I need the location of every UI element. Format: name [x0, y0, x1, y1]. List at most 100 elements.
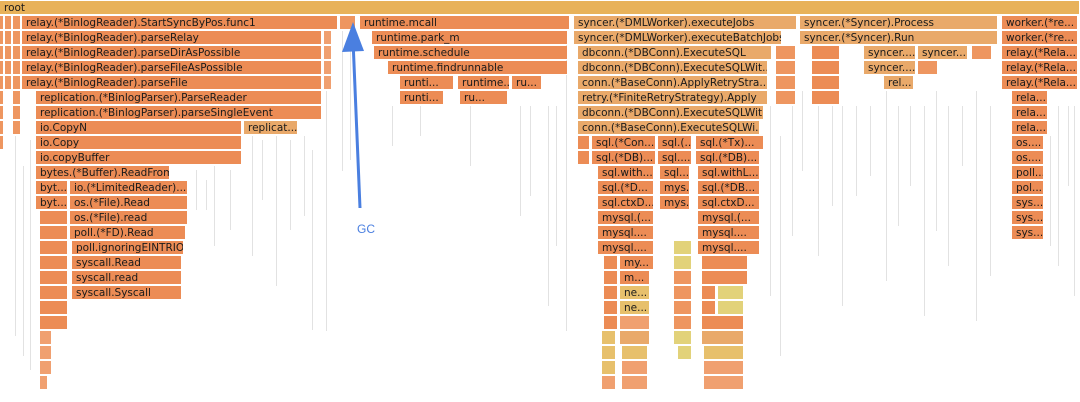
flame-frame[interactable]: poll...	[1012, 166, 1044, 180]
flame-frame[interactable]: mysql....	[698, 226, 760, 240]
flame-frame[interactable]: worker.(*re...	[1002, 16, 1078, 30]
flame-frame[interactable]: m...	[620, 271, 650, 285]
flame-frame[interactable]: sql.(*Con...	[592, 136, 656, 150]
flame-frame[interactable]	[604, 256, 618, 270]
flame-frame[interactable]: sql.ctxD...	[598, 196, 654, 210]
flame-frame[interactable]: ne...	[620, 286, 650, 300]
flame-frame[interactable]: syncer.(*Syncer).Run	[800, 31, 998, 45]
flame-frame[interactable]	[0, 106, 4, 120]
flame-frame[interactable]: worker.(*re...	[1002, 31, 1078, 45]
flame-frame[interactable]	[40, 271, 68, 285]
flame-frame[interactable]: bytes.(*Buffer).ReadFrom	[36, 166, 170, 180]
flame-frame[interactable]	[324, 76, 332, 90]
flame-frame[interactable]	[702, 301, 716, 315]
flame-frame[interactable]	[13, 61, 21, 75]
flame-frame[interactable]: io.copyBuffer	[36, 151, 242, 165]
flame-frame[interactable]: my...	[620, 256, 654, 270]
flame-frame[interactable]	[718, 301, 744, 315]
flame-frame[interactable]	[40, 211, 68, 225]
flame-frame[interactable]	[40, 316, 68, 330]
flame-frame[interactable]: sys...	[1012, 226, 1044, 240]
flame-frame[interactable]	[0, 121, 4, 135]
flame-frame[interactable]	[604, 316, 618, 330]
flame-frame[interactable]: syscall.read	[72, 271, 182, 285]
flame-frame[interactable]	[622, 346, 648, 360]
flame-frame[interactable]	[13, 76, 21, 90]
flame-frame[interactable]: io.Copy	[36, 136, 242, 150]
flame-frame[interactable]	[0, 61, 4, 75]
flame-frame[interactable]	[578, 136, 590, 150]
flame-frame[interactable]	[674, 301, 692, 315]
flame-frame[interactable]: dbconn.(*DBConn).ExecuteSQLWit...	[578, 106, 764, 120]
flame-frame[interactable]	[40, 241, 68, 255]
flame-frame[interactable]: replication.(*BinlogParser).parseSingleE…	[36, 106, 322, 120]
flame-frame[interactable]: runti...	[400, 76, 454, 90]
flame-frame[interactable]: poll.(*FD).Read	[70, 226, 186, 240]
flame-frame[interactable]	[13, 16, 21, 30]
flame-frame[interactable]	[0, 76, 4, 90]
flame-frame[interactable]	[674, 331, 692, 345]
flame-frame[interactable]: rela...	[1012, 91, 1048, 105]
flame-frame[interactable]	[13, 46, 21, 60]
flame-frame[interactable]	[812, 46, 840, 60]
flame-frame[interactable]	[0, 16, 4, 30]
flame-frame[interactable]: relay.(*BinlogReader).parseFile	[22, 76, 322, 90]
flame-frame[interactable]	[13, 31, 21, 45]
flame-frame[interactable]: dbconn.(*DBConn).ExecuteSQLWit...	[578, 61, 768, 75]
flame-frame[interactable]: sql.with...	[598, 166, 654, 180]
flame-frame[interactable]: syscall.Read	[72, 256, 182, 270]
flame-frame[interactable]	[674, 256, 692, 270]
flame-frame[interactable]: rela...	[1012, 121, 1048, 135]
flame-frame[interactable]: relay.(*BinlogReader).StartSyncByPos.fun…	[22, 16, 338, 30]
root-frame[interactable]: root	[0, 1, 1080, 15]
flame-frame[interactable]	[674, 316, 692, 330]
flame-frame[interactable]	[704, 376, 744, 390]
flame-frame[interactable]: mysql....	[598, 241, 654, 255]
flame-frame[interactable]: relay.(*Rela...	[1002, 46, 1078, 60]
flame-frame[interactable]	[622, 361, 648, 375]
flame-frame[interactable]: relay.(*BinlogReader).parseRelay	[22, 31, 322, 45]
flame-frame[interactable]	[578, 151, 590, 165]
flame-frame[interactable]: poll.ignoringEINTRIO	[72, 241, 184, 255]
flame-frame[interactable]: replicat...	[244, 121, 298, 135]
flame-frame[interactable]: runtime.schedule	[374, 46, 568, 60]
flame-frame[interactable]	[40, 376, 48, 390]
flame-frame[interactable]: mys...	[660, 196, 690, 210]
flame-frame[interactable]: sql....	[660, 166, 690, 180]
flame-frame[interactable]: replication.(*BinlogParser).ParseReader	[36, 91, 322, 105]
flame-frame[interactable]	[40, 286, 68, 300]
flame-frame[interactable]: ne...	[620, 301, 650, 315]
flame-frame[interactable]	[702, 256, 748, 270]
flame-frame[interactable]	[40, 361, 52, 375]
flame-frame[interactable]: mysql....	[698, 241, 760, 255]
flame-frame[interactable]	[13, 91, 21, 105]
flame-frame[interactable]	[602, 361, 616, 375]
flame-frame[interactable]	[324, 61, 332, 75]
flame-frame[interactable]	[776, 91, 796, 105]
flame-frame[interactable]	[678, 346, 692, 360]
flame-frame[interactable]: os....	[1012, 136, 1044, 150]
flame-frame[interactable]: sql.(*DB...	[698, 181, 760, 195]
flame-frame[interactable]	[674, 286, 692, 300]
flame-frame[interactable]	[40, 331, 52, 345]
flame-frame[interactable]	[13, 106, 21, 120]
flame-frame[interactable]: byt...	[36, 196, 68, 210]
flame-frame[interactable]	[5, 46, 12, 60]
flame-frame[interactable]: conn.(*BaseConn).ExecuteSQLWi...	[578, 121, 760, 135]
flame-frame[interactable]	[604, 286, 618, 300]
flame-frame[interactable]	[13, 121, 21, 135]
flame-frame[interactable]: syncer....	[864, 46, 916, 60]
flame-frame[interactable]	[776, 61, 796, 75]
flame-frame[interactable]: rel...	[884, 76, 914, 90]
flame-frame[interactable]: runtime.mcall	[360, 16, 570, 30]
flame-frame[interactable]: sql.(*DB)...	[696, 151, 760, 165]
flame-frame[interactable]	[602, 331, 616, 345]
flame-frame[interactable]	[718, 286, 744, 300]
flame-frame[interactable]: relay.(*Rela...	[1002, 61, 1078, 75]
flame-frame[interactable]	[5, 31, 12, 45]
flame-frame[interactable]: runtime.park_m	[372, 31, 568, 45]
flame-frame[interactable]	[702, 331, 744, 345]
flame-frame[interactable]	[5, 76, 12, 90]
flame-frame[interactable]	[0, 136, 4, 150]
flame-frame[interactable]: sys...	[1012, 196, 1044, 210]
